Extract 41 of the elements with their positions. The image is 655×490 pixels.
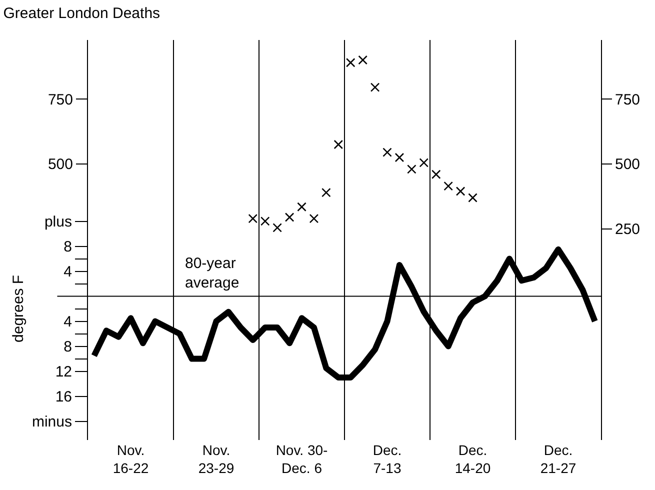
point (272, 223, 282, 232)
x-tick-label: Dec. 7-13 (372, 442, 402, 476)
point (444, 181, 453, 191)
point (260, 216, 270, 226)
point (431, 170, 441, 180)
point (346, 58, 356, 68)
x-tick-label: Nov. 16-22 (112, 442, 149, 476)
point (334, 140, 344, 150)
x-tick-label: Nov. 23-29 (198, 442, 234, 476)
x-tick-label: Dec. 14-20 (454, 442, 491, 476)
y2-tick-label: 500 (615, 156, 640, 174)
y-tick-label: 4 (64, 314, 72, 330)
point (394, 152, 404, 162)
y-tick-label: 12 (55, 364, 72, 380)
x-tick-label: Nov. 30- Dec. 6 (276, 442, 328, 476)
y-axis-title: degrees F (10, 274, 27, 342)
point (248, 214, 258, 224)
y2-tick-label: 750 (615, 91, 640, 108)
y3-tick-label: 500 (48, 156, 73, 174)
y-tick-label: 16 (55, 388, 72, 406)
y-tick-label: 4 (64, 264, 72, 280)
x-tick-label: Dec. 21-27 (540, 442, 576, 476)
point (309, 214, 319, 224)
y3-tick-label: 750 (48, 91, 73, 108)
chart-title: Greater London Deaths (3, 4, 160, 22)
point (419, 158, 429, 168)
point (370, 82, 380, 92)
point (284, 212, 294, 222)
point (407, 164, 416, 174)
y-tick-label: minus (32, 414, 72, 430)
point (297, 202, 306, 212)
point (456, 186, 466, 196)
point (358, 55, 368, 65)
point (468, 193, 478, 202)
point (382, 148, 392, 157)
y-tick-label: plus (44, 214, 72, 230)
y-tick-label: 8 (64, 238, 72, 256)
ref-line-label: 80-year average (185, 255, 240, 292)
y-tick-label: 8 (64, 338, 72, 356)
point (322, 188, 331, 198)
y2-tick-label: 250 (615, 221, 640, 238)
